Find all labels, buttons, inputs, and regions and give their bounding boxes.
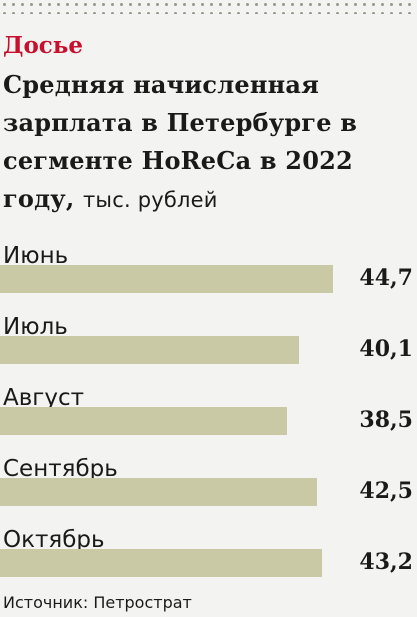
category-label: Август (3, 385, 85, 411)
unit: тыс. рублей (83, 188, 218, 212)
bar (0, 265, 333, 293)
bar (0, 336, 299, 364)
dotted-border (0, 0, 417, 14)
bar-row: Октябрь 43,2 (0, 527, 417, 597)
bar (0, 549, 322, 577)
bar (0, 407, 287, 435)
category-label: Октябрь (3, 527, 105, 553)
value-label: 43,2 (359, 549, 413, 575)
source: Источник: Петрострат (3, 593, 192, 612)
value-label: 44,7 (359, 265, 413, 291)
category-label: Сентябрь (3, 456, 118, 482)
title-block: Средняя начисленная зарплата в Петербург… (3, 66, 415, 219)
bar-row: Июль 40,1 (0, 314, 417, 384)
bar-row: Август 38,5 (0, 385, 417, 455)
bar-row: Июнь 44,7 (0, 243, 417, 313)
bar-row: Сентябрь 42,5 (0, 456, 417, 526)
value-label: 40,1 (359, 336, 413, 362)
chart-title: Средняя начисленная зарплата в Петербург… (3, 70, 358, 213)
kicker: Досье (3, 32, 84, 59)
category-label: Июнь (3, 243, 69, 269)
value-label: 42,5 (359, 478, 413, 504)
bar (0, 478, 317, 506)
category-label: Июль (3, 314, 68, 340)
value-label: 38,5 (359, 407, 413, 433)
